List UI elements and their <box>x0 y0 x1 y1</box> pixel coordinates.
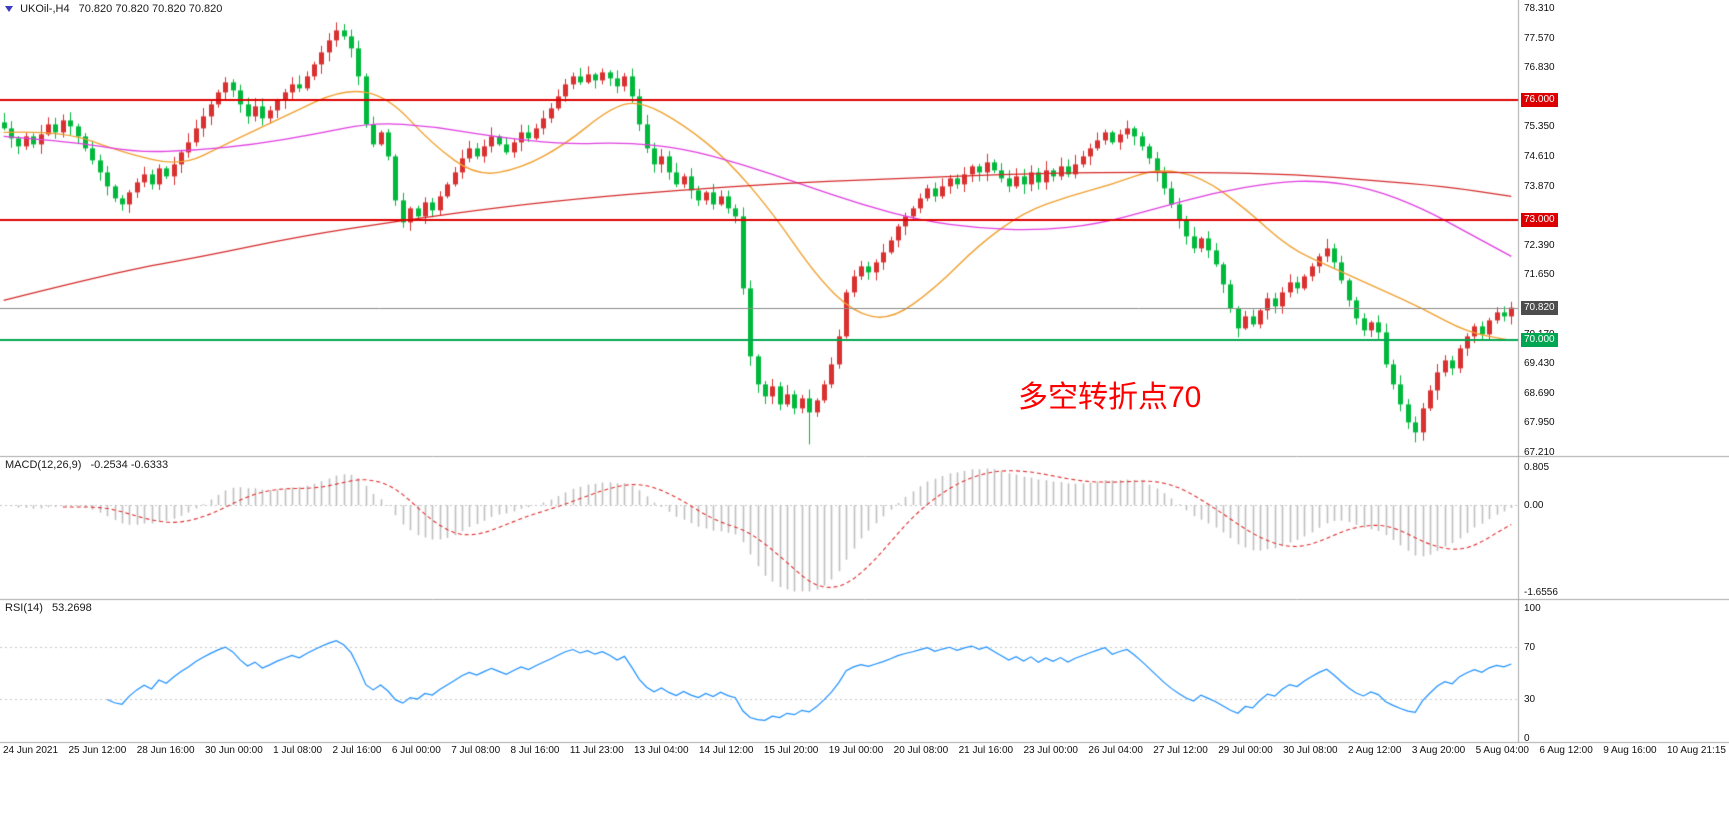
price-tick-label: 75.350 <box>1524 121 1555 133</box>
price-tick-label: 69.430 <box>1524 358 1555 370</box>
symbol-timeframe-label: UKOil-,H4 <box>20 3 70 15</box>
time-label: 5 Aug 04:00 <box>1475 745 1529 756</box>
time-label: 7 Jul 08:00 <box>451 745 501 756</box>
time-label: 30 Jun 00:00 <box>204 745 263 756</box>
rsi-axis-label: 70 <box>1524 642 1536 653</box>
time-label: 15 Jul 20:00 <box>763 745 819 756</box>
rsi-label: RSI(14) <box>5 602 43 614</box>
price-line-badge: 76.000 <box>1521 93 1558 108</box>
price-axis[interactable]: 78.310 77.570 76.830 75.350 74.610 73.870 72.3… <box>1519 0 1729 744</box>
symbol-dropdown-icon[interactable] <box>5 6 13 12</box>
macd-axis-min: -1.6556 <box>1524 587 1558 598</box>
price-tick-label: 72.390 <box>1524 239 1555 251</box>
rsi-value: 53.2698 <box>51 602 92 614</box>
rsi-axis-label: 0 <box>1524 733 1530 744</box>
price-tick-label: 77.570 <box>1524 32 1555 44</box>
annotation-text[interactable]: 多空转折点70 <box>1018 381 1202 414</box>
time-label: 3 Aug 20:00 <box>1411 745 1466 756</box>
time-label: 28 Jun 16:00 <box>136 745 195 756</box>
price-line-badge: 73.000 <box>1521 213 1558 228</box>
time-label: 25 Jun 12:00 <box>68 745 127 756</box>
time-label: 23 Jul 00:00 <box>1023 745 1078 756</box>
time-label: 11 Jul 23:00 <box>569 745 624 756</box>
rsi-axis-label: 30 <box>1524 694 1536 705</box>
time-label: 1 Jul 08:00 <box>273 745 323 756</box>
price-tick-label: 73.870 <box>1524 180 1555 192</box>
price-tick-label: 76.830 <box>1524 62 1555 74</box>
time-label: 2 Aug 12:00 <box>1348 745 1402 756</box>
rsi-indicator-header: RSI(14) 53.2698 <box>5 602 92 614</box>
price-tick-label: 68.690 <box>1524 387 1555 399</box>
macd-axis-zero: 0.00 <box>1524 500 1544 512</box>
price-line-badge: 70.000 <box>1521 333 1558 348</box>
time-label: 13 Jul 04:00 <box>634 745 689 756</box>
macd-axis-max: 0.805 <box>1524 462 1550 473</box>
time-label: 27 Jul 12:00 <box>1153 745 1208 756</box>
price-tick-label: 67.950 <box>1524 417 1555 429</box>
price-line-badge: 70.820 <box>1521 300 1558 315</box>
time-label: 9 Aug 16:00 <box>1603 745 1657 756</box>
macd-indicator-header: MACD(12,26,9) -0.2534 -0.6333 <box>5 459 168 471</box>
time-label: 24 Jun 2021 <box>3 745 59 756</box>
time-label: 19 Jul 00:00 <box>828 745 884 756</box>
ohlc-values: 70.820 70.820 70.820 70.820 <box>78 3 223 15</box>
price-tick-label: 74.610 <box>1524 151 1555 162</box>
time-label: 6 Aug 12:00 <box>1539 745 1593 756</box>
time-label: 2 Jul 16:00 <box>332 745 382 756</box>
macd-label: MACD(12,26,9) <box>5 459 82 471</box>
time-label: 20 Jul 08:00 <box>893 745 949 756</box>
price-tick-label: 71.650 <box>1524 269 1555 281</box>
time-label: 8 Jul 16:00 <box>510 745 560 756</box>
macd-values: -0.2534 -0.6333 <box>90 459 169 471</box>
chart-header: UKOil-,H4 70.820 70.820 70.820 70.820 <box>5 3 222 15</box>
time-label: 29 Jul 00:00 <box>1218 745 1273 756</box>
time-label: 14 Jul 12:00 <box>698 745 754 756</box>
time-label: 30 Jul 08:00 <box>1283 745 1338 756</box>
time-label: 10 Aug 21:15 <box>1667 745 1726 756</box>
price-tick-label: 67.210 <box>1524 447 1555 458</box>
time-axis[interactable]: 24 Jun 2021 25 Jun 12:00 28 Jun 16:00 30 Ju… <box>0 745 1729 756</box>
time-label: 21 Jul 16:00 <box>958 745 1014 756</box>
time-label: 6 Jul 00:00 <box>391 745 441 756</box>
time-label: 26 Jul 04:00 <box>1088 745 1143 756</box>
price-tick-label: 78.310 <box>1524 3 1555 14</box>
rsi-axis-label: 100 <box>1524 603 1541 614</box>
